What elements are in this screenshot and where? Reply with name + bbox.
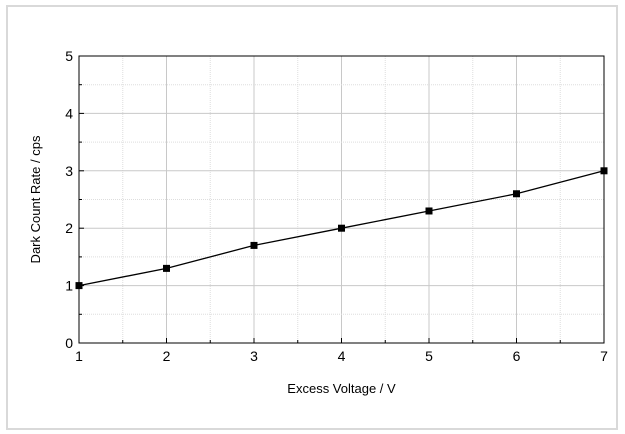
- tick-marks: [78, 55, 605, 344]
- y-tick-label: 5: [65, 48, 73, 64]
- data-series: [75, 167, 608, 290]
- x-tick-label: 4: [338, 348, 346, 364]
- x-tick-labels: 1 2 3 4 5 6 7: [75, 348, 608, 364]
- data-point-marker: [75, 282, 83, 290]
- y-tick-label: 2: [65, 220, 73, 236]
- data-point-marker: [513, 190, 520, 198]
- x-tick-label: 2: [163, 348, 171, 364]
- y-tick-labels: 0 1 2 3 4 5: [65, 48, 73, 351]
- x-tick-label: 6: [513, 348, 521, 364]
- y-axis-title: Dark Count Rate / cps: [28, 135, 43, 263]
- y-tick-label: 1: [65, 278, 73, 294]
- data-point-marker: [163, 264, 170, 272]
- data-point-marker: [600, 167, 608, 175]
- x-axis-title: Excess Voltage / V: [287, 381, 396, 396]
- data-point-marker: [250, 241, 258, 249]
- data-point-marker: [425, 207, 433, 215]
- x-tick-label: 5: [425, 348, 433, 364]
- x-tick-label: 1: [75, 348, 83, 364]
- x-tick-label: 7: [600, 348, 608, 364]
- y-tick-label: 0: [65, 335, 73, 351]
- grid-lines: [79, 56, 604, 343]
- y-tick-label: 4: [65, 105, 73, 121]
- data-point-marker: [338, 224, 345, 232]
- y-tick-label: 3: [65, 163, 73, 179]
- x-tick-label: 3: [250, 348, 258, 364]
